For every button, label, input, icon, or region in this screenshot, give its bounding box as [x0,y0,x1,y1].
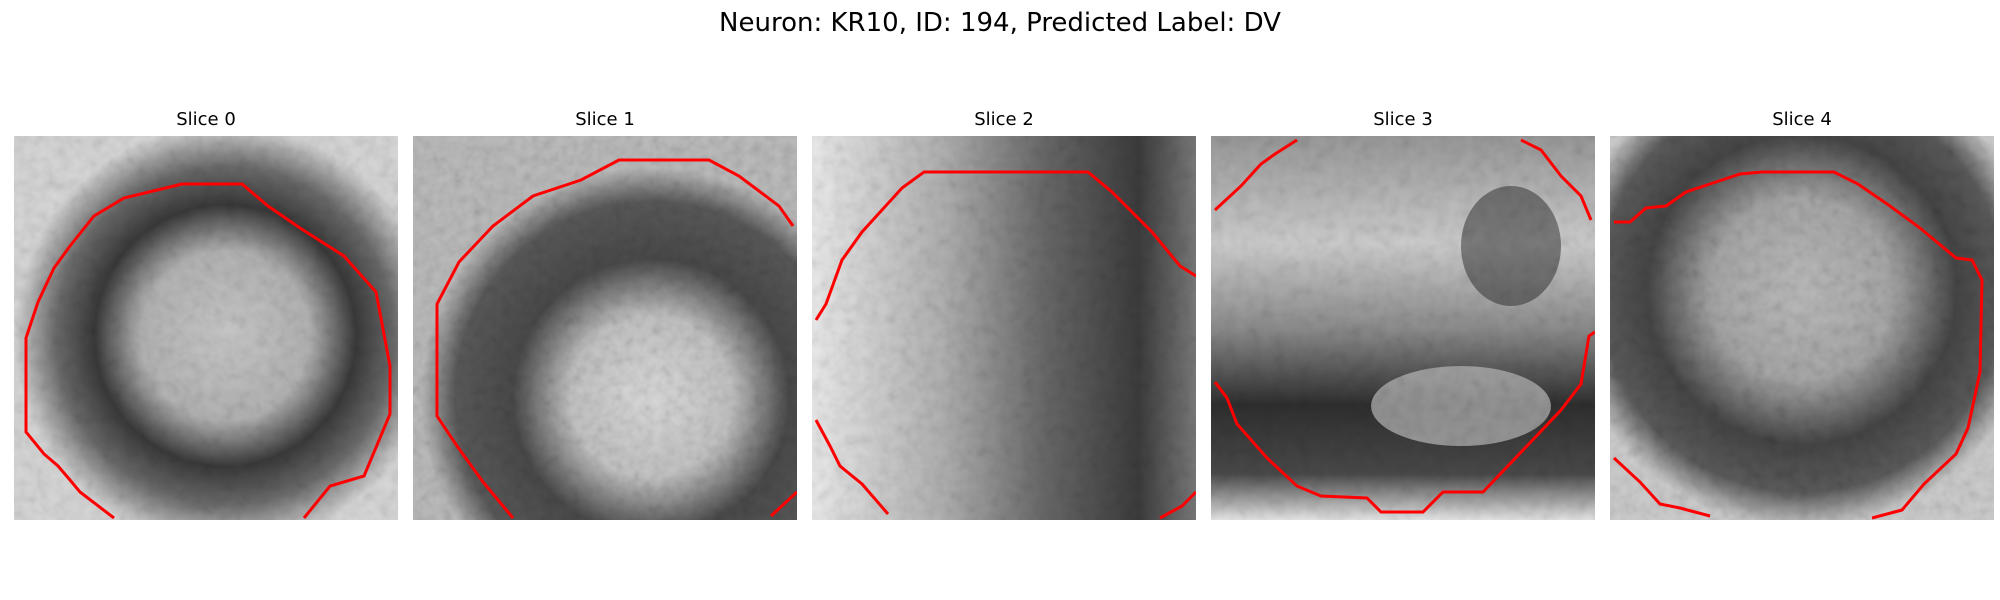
panel-slice-4: Slice 4 [1610,108,1994,520]
contour-line [435,158,795,519]
contour-line [1612,456,1711,518]
slice-image [413,136,797,520]
panel-title: Slice 0 [176,109,236,130]
contour-line [1614,170,1984,520]
panel-slice-1: Slice 1 [413,108,797,520]
contour-line [769,490,797,518]
slice-image [14,136,398,520]
panel-title: Slice 2 [974,109,1034,130]
slice-image [1610,136,1994,520]
contour-line [24,182,392,520]
slice-image [812,136,1196,520]
contour-line [1213,138,1298,212]
figure-title: Neuron: KR10, ID: 194, Predicted Label: … [719,8,1281,38]
panel-slice-2: Slice 2 [812,108,1196,520]
panel-title: Slice 4 [1772,109,1832,130]
panel-slice-0: Slice 0 [14,108,398,520]
contour-line [814,419,890,515]
panel-title: Slice 1 [575,109,635,130]
contour-line [1520,138,1593,221]
contour-line [1159,490,1196,520]
panel-title: Slice 3 [1373,109,1433,130]
panel-slice-3: Slice 3 [1211,108,1595,520]
contour-line [814,170,1196,321]
contour-line [1213,330,1595,514]
slice-image [1211,136,1595,520]
